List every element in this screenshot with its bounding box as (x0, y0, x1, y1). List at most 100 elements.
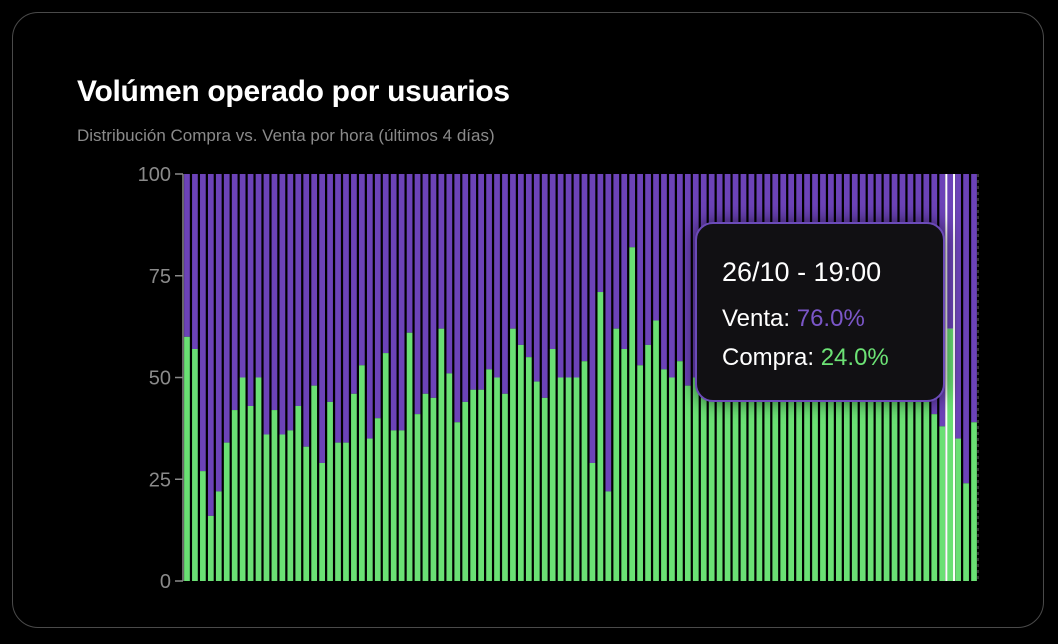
bar-venta[interactable] (621, 174, 628, 350)
bar-compra[interactable] (573, 377, 580, 582)
bar-compra[interactable] (740, 369, 747, 581)
bar-compra[interactable] (851, 377, 858, 582)
bar-compra[interactable] (438, 328, 445, 581)
bar-venta[interactable] (422, 174, 429, 394)
bar-venta[interactable] (223, 174, 230, 443)
bar-compra[interactable] (327, 401, 333, 581)
bar-compra[interactable] (311, 385, 318, 581)
bar-compra[interactable] (184, 336, 190, 581)
bar-venta[interactable] (446, 174, 453, 374)
bar-venta[interactable] (971, 174, 977, 423)
bar-venta[interactable] (533, 174, 540, 382)
bar-compra[interactable] (891, 385, 898, 581)
bar-venta[interactable] (454, 174, 461, 423)
bar-compra[interactable] (661, 369, 667, 581)
bar-venta[interactable] (597, 174, 604, 293)
bar-venta[interactable] (462, 174, 469, 402)
bar-compra[interactable] (382, 353, 389, 581)
bar-compra[interactable] (867, 389, 874, 581)
bar-venta[interactable] (645, 174, 651, 345)
bar-compra[interactable] (200, 471, 206, 581)
bar-venta[interactable] (359, 174, 365, 366)
bar-venta[interactable] (327, 174, 333, 402)
bar-venta[interactable] (470, 174, 477, 390)
bar-compra[interactable] (374, 418, 381, 581)
bar-compra[interactable] (446, 373, 453, 581)
bar-venta[interactable] (390, 174, 397, 431)
bar-compra[interactable] (971, 422, 977, 581)
bar-compra[interactable] (525, 357, 532, 581)
bar-venta[interactable] (255, 174, 262, 378)
bar-venta[interactable] (200, 174, 206, 472)
bar-compra[interactable] (422, 393, 429, 581)
bar-compra[interactable] (756, 377, 763, 582)
bar-compra[interactable] (533, 381, 540, 581)
bar-compra[interactable] (637, 365, 643, 581)
bar-venta[interactable] (677, 174, 683, 362)
bar-venta[interactable] (518, 174, 524, 345)
bar-venta[interactable] (637, 174, 643, 366)
bar-compra[interactable] (780, 357, 787, 581)
bar-compra[interactable] (478, 389, 484, 581)
bar-compra[interactable] (494, 377, 500, 582)
bar-compra[interactable] (390, 430, 397, 581)
bar-compra[interactable] (398, 430, 405, 581)
bar-venta[interactable] (247, 174, 254, 406)
bar-compra[interactable] (788, 373, 795, 581)
bar-compra[interactable] (716, 377, 723, 582)
bar-compra[interactable] (597, 292, 604, 581)
bar-venta[interactable] (351, 174, 357, 394)
bar-venta[interactable] (287, 174, 294, 431)
bar-venta[interactable] (510, 174, 516, 329)
bar-compra[interactable] (859, 381, 866, 581)
bar-venta[interactable] (581, 174, 588, 362)
bar-venta[interactable] (279, 174, 286, 435)
bar-venta[interactable] (565, 174, 572, 378)
bar-compra[interactable] (549, 349, 556, 581)
bar-venta[interactable] (295, 174, 302, 406)
bar-compra[interactable] (629, 247, 636, 581)
bar-venta[interactable] (366, 174, 373, 439)
bar-compra[interactable] (223, 442, 230, 581)
bar-compra[interactable] (303, 446, 310, 581)
bar-compra[interactable] (684, 385, 691, 581)
bar-compra[interactable] (557, 377, 564, 582)
bar-compra[interactable] (939, 426, 946, 581)
bar-compra[interactable] (430, 397, 437, 581)
bar-compra[interactable] (319, 462, 325, 581)
bar-compra[interactable] (613, 328, 620, 581)
bar-compra[interactable] (366, 438, 373, 581)
bar-compra[interactable] (359, 365, 365, 581)
bar-compra[interactable] (541, 397, 548, 581)
bar-compra[interactable] (565, 377, 572, 582)
bar-venta[interactable] (382, 174, 389, 354)
bar-compra[interactable] (192, 349, 198, 581)
bar-compra[interactable] (931, 414, 938, 581)
bar-compra[interactable] (947, 328, 954, 581)
bar-venta[interactable] (557, 174, 564, 378)
bar-venta[interactable] (311, 174, 318, 386)
bar-venta[interactable] (478, 174, 484, 390)
bar-venta[interactable] (605, 174, 612, 492)
bar-venta[interactable] (494, 174, 500, 378)
bar-venta[interactable] (192, 174, 198, 350)
bar-compra[interactable] (963, 483, 969, 581)
bar-compra[interactable] (510, 328, 516, 581)
bar-compra[interactable] (247, 405, 254, 581)
bar-compra[interactable] (486, 369, 492, 581)
bar-venta[interactable] (207, 174, 214, 516)
bar-compra[interactable] (692, 377, 699, 582)
bar-venta[interactable] (525, 174, 532, 358)
bar-compra[interactable] (772, 377, 779, 582)
bar-venta[interactable] (502, 174, 508, 394)
bar-compra[interactable] (263, 434, 270, 581)
bar-compra[interactable] (462, 401, 469, 581)
bar-compra[interactable] (804, 369, 810, 581)
bar-compra[interactable] (287, 430, 294, 581)
bar-venta[interactable] (215, 174, 222, 492)
bar-compra[interactable] (708, 357, 715, 581)
bar-compra[interactable] (700, 369, 707, 581)
bar-compra[interactable] (502, 393, 508, 581)
bar-venta[interactable] (963, 174, 969, 484)
